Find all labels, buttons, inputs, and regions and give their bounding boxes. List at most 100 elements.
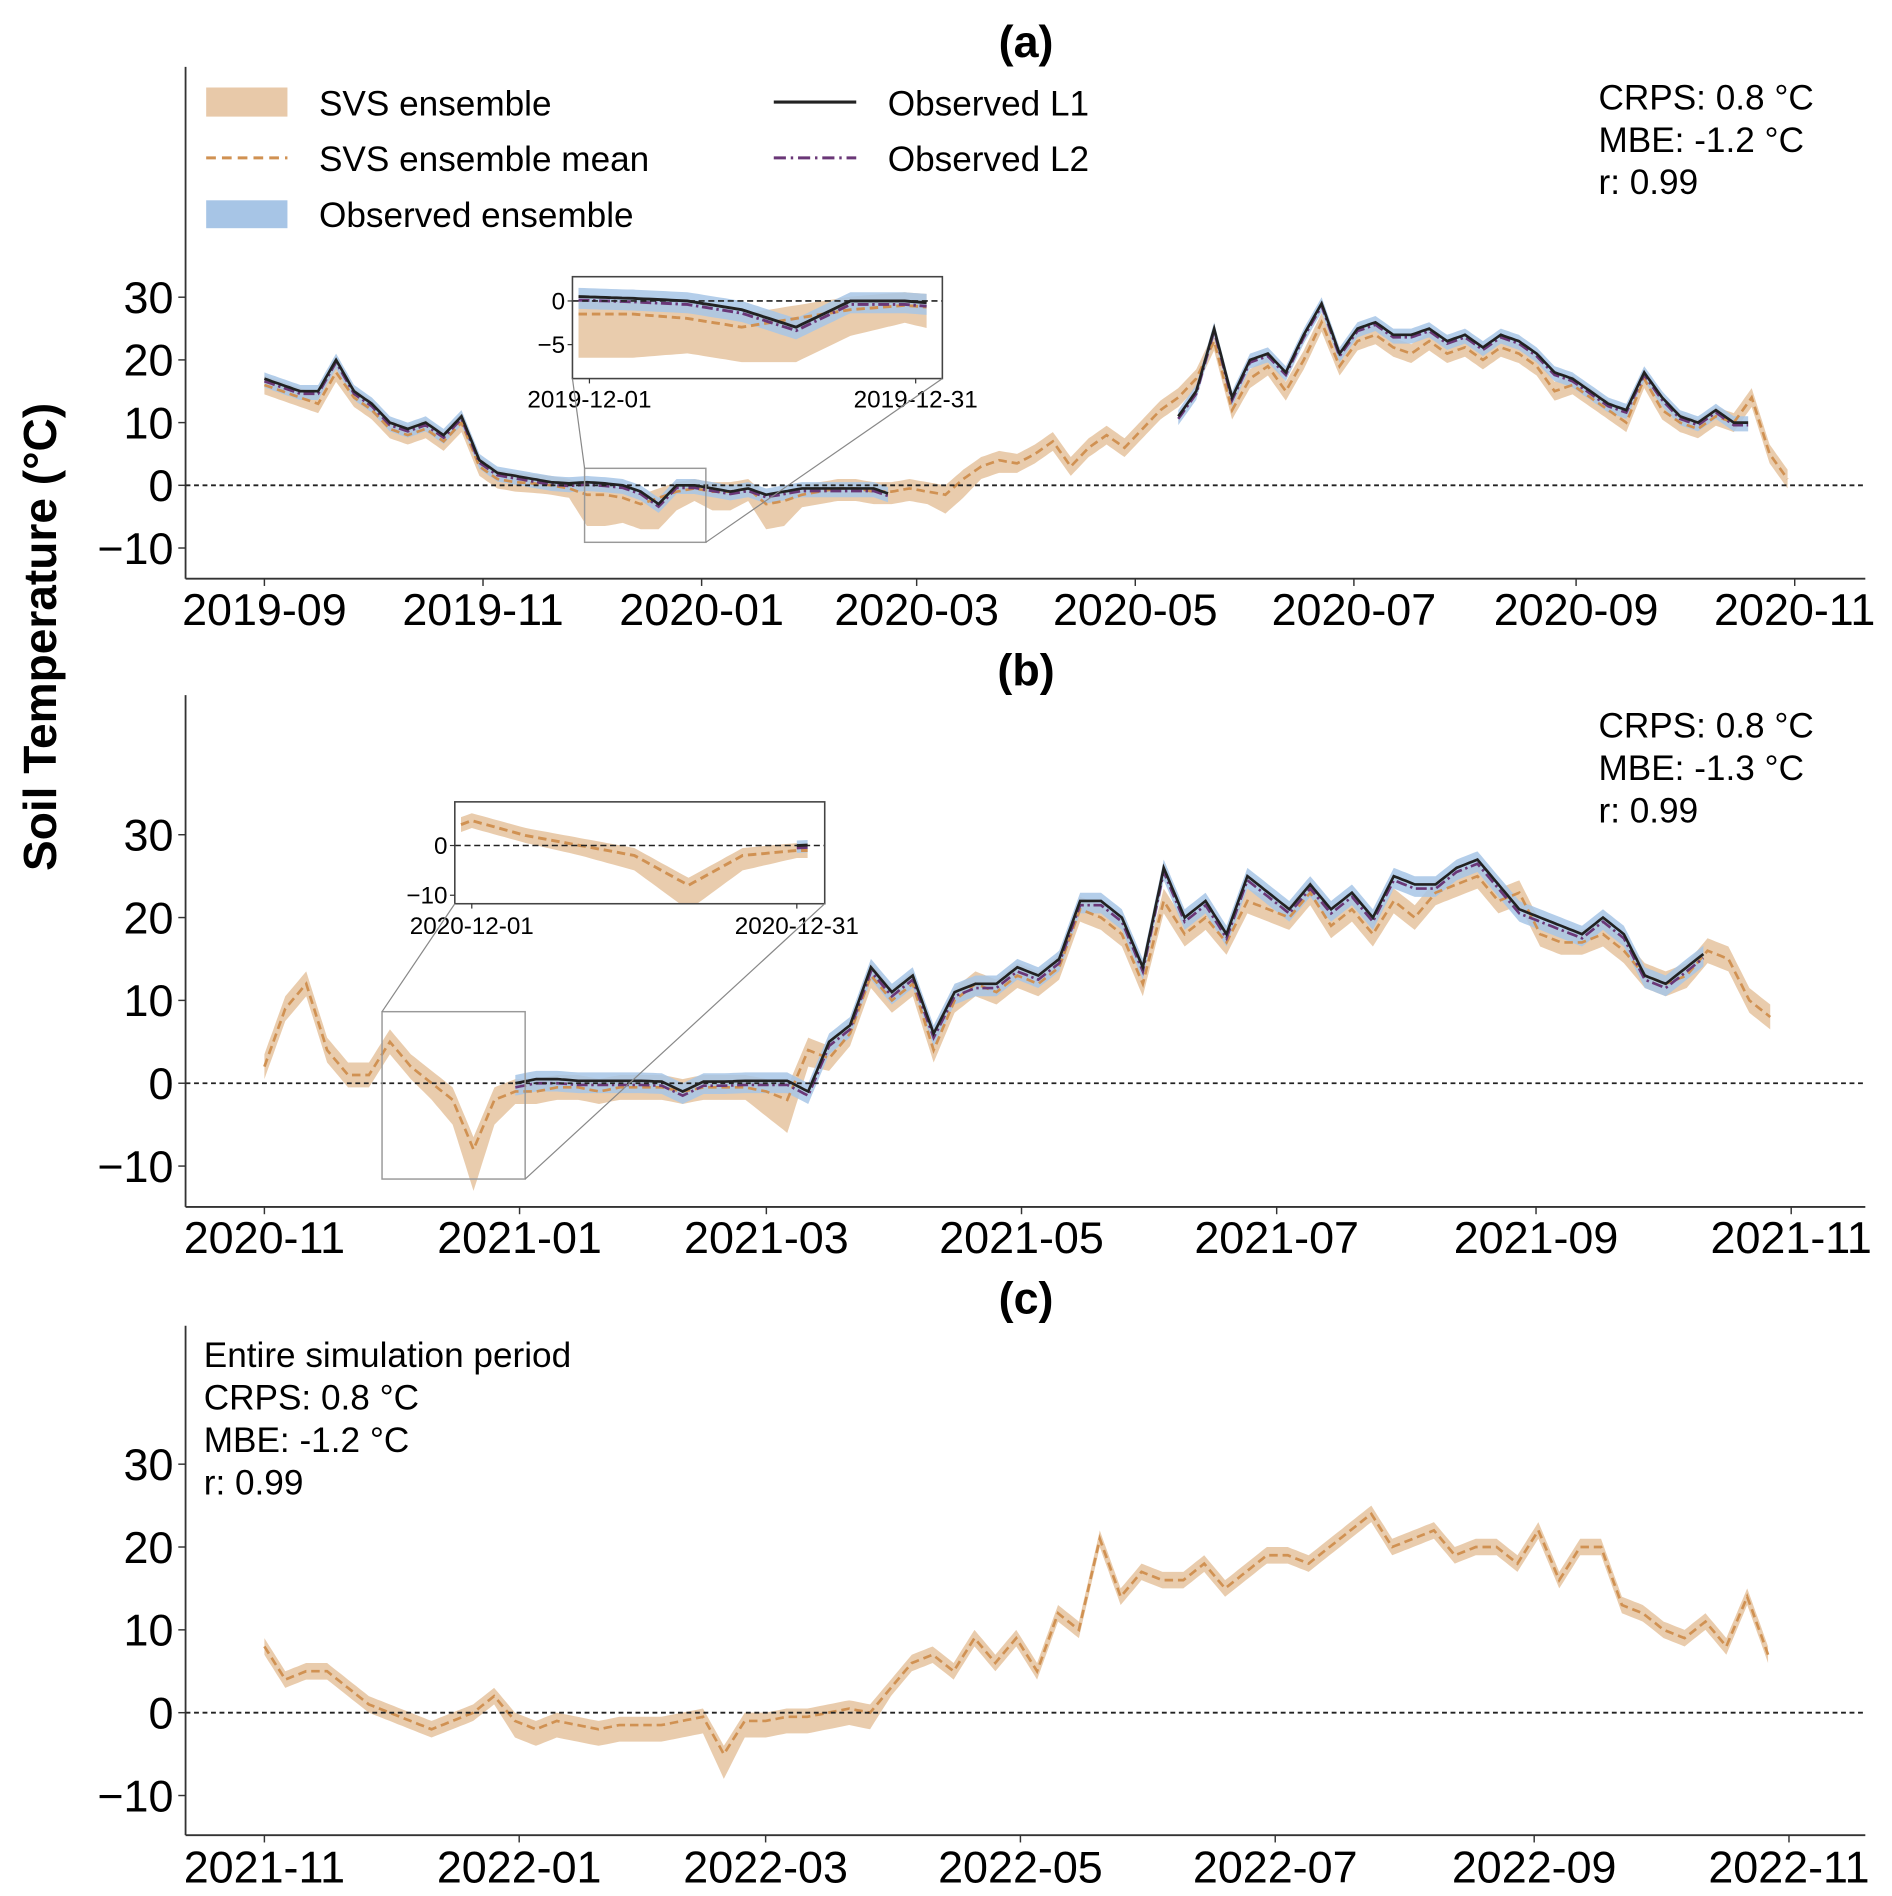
- zoom-connector-line: [524, 903, 826, 1180]
- panel-a: (a) SVS ensemble SVS ensemble mean Obser…: [97, 16, 1875, 635]
- main-svs-ensemble-mean-line: [263, 874, 1772, 1153]
- main-svs-ensemble-mean-line: [263, 319, 1789, 506]
- inset-y-tick-label: −10: [406, 883, 447, 910]
- y-tick-label: −10: [97, 1141, 173, 1192]
- inset-y-tick-label: 0: [552, 288, 566, 315]
- x-tick-label: 2022-03: [683, 1841, 848, 1892]
- stats-annotation: MBE: -1.3 °C: [1598, 749, 1804, 788]
- inset-frame: [571, 275, 944, 380]
- y-tick-label: 10: [124, 1605, 174, 1656]
- x-tick-label: 2020-03: [834, 584, 999, 635]
- x-tick-label: 2020-07: [1272, 584, 1437, 635]
- inset-x-tick-label: 2019-12-01: [527, 387, 651, 414]
- inset-plot-area: [454, 813, 825, 904]
- legend-obs-ensemble-swatch: [206, 200, 288, 229]
- inset-x-tick-label: 2020-12-01: [410, 913, 534, 940]
- y-tick-label: 0: [148, 460, 173, 511]
- legend-svs-mean-label: SVS ensemble mean: [319, 140, 649, 179]
- main-observed-l2-line: [1177, 302, 1749, 427]
- zoom-source-rectangle: [583, 467, 707, 544]
- inset-x-tick-label: 2019-12-31: [854, 387, 978, 414]
- legend: SVS ensemble SVS ensemble mean Observed …: [206, 84, 1089, 235]
- stats-annotation: CRPS: 0.8 °C: [1598, 707, 1813, 746]
- stats-annotation: CRPS: 0.8 °C: [204, 1378, 419, 1417]
- y-tick-label: −10: [97, 523, 173, 574]
- stats-annotation: MBE: -1.2 °C: [204, 1421, 410, 1460]
- x-tick-label: 2019-11: [402, 584, 563, 635]
- inset-y-tick-label: 0: [434, 833, 448, 860]
- stats-annotation: Entire simulation period: [204, 1336, 571, 1375]
- x-tick-label: 2022-07: [1193, 1841, 1358, 1892]
- y-tick-label: 0: [148, 1058, 173, 1109]
- x-tick-label: 2020-11: [1714, 584, 1875, 635]
- zoom-connector-line: [381, 903, 456, 1013]
- main-observed-l2-line: [515, 862, 1705, 1098]
- zoom-source-rectangle: [381, 1010, 526, 1180]
- inset-frame: [454, 801, 826, 905]
- stats-annotation: r: 0.99: [1598, 791, 1698, 830]
- main-observed-l1-line: [1177, 300, 1749, 425]
- x-tick-label: 2022-11: [1708, 1841, 1869, 1892]
- legend-svs-ensemble-swatch: [206, 87, 288, 117]
- main-svs-ensemble-band: [264, 312, 1788, 530]
- x-tick-label: 2021-11: [1711, 1212, 1872, 1263]
- main-svs-ensemble-mean-line: [263, 1511, 1770, 1757]
- y-tick-label: 0: [148, 1687, 173, 1738]
- y-tick-label: 10: [124, 397, 174, 448]
- main-observed-l1-line: [515, 857, 1705, 1094]
- panel-b-title: (b): [997, 644, 1054, 695]
- inset-zoom: 0 −10 2020-12-01 2020-12-31: [406, 801, 859, 940]
- main-obs-ensemble-band: [1178, 297, 1749, 432]
- stats-annotation: CRPS: 0.8 °C: [1598, 78, 1813, 117]
- x-tick-label: 2021-03: [684, 1212, 849, 1263]
- y-axis-label: Soil Temperature (°C): [14, 403, 66, 871]
- x-tick-label: 2020-11: [184, 1212, 345, 1263]
- legend-obs-l2-label: Observed L2: [888, 140, 1089, 179]
- x-tick-label: 2020-01: [619, 584, 784, 635]
- stats-annotation: r: 0.99: [204, 1463, 304, 1502]
- x-tick-label: 2020-09: [1494, 584, 1659, 635]
- legend-obs-l1-label: Observed L1: [888, 84, 1089, 123]
- y-tick-label: 10: [124, 975, 174, 1026]
- panel-a-title: (a): [999, 16, 1054, 67]
- inset-y-tick-label: −5: [538, 332, 566, 359]
- x-tick-label: 2021-01: [437, 1212, 602, 1263]
- main-obs-ensemble-band: [264, 353, 889, 513]
- main-observed-l2-line: [263, 359, 889, 509]
- main-observed-l1-line: [263, 357, 889, 506]
- y-tick-label: 20: [124, 892, 174, 943]
- inset-svs-ensemble-mean-line: [578, 303, 927, 329]
- panel-c-title: (c): [999, 1273, 1054, 1324]
- inset-svs-ensemble-band: [460, 813, 808, 904]
- y-tick-label: 20: [124, 1522, 174, 1573]
- stats-annotation: MBE: -1.2 °C: [1598, 121, 1804, 160]
- x-tick-label: 2022-05: [938, 1841, 1103, 1892]
- legend-obs-ensemble-label: Observed ensemble: [319, 196, 634, 235]
- y-tick-label: 30: [124, 1439, 174, 1490]
- x-tick-label: 2020-05: [1053, 584, 1218, 635]
- y-tick-label: 30: [124, 809, 174, 860]
- stats-annotation: r: 0.99: [1598, 163, 1698, 202]
- x-tick-label: 2022-01: [437, 1841, 602, 1892]
- inset-x-tick-label: 2020-12-31: [735, 913, 859, 940]
- legend-svs-ensemble-label: SVS ensemble: [319, 84, 552, 123]
- x-tick-label: 2021-05: [939, 1212, 1104, 1263]
- zoom-connector-line: [571, 378, 586, 469]
- inset-zoom: 0 −5 2019-12-01 2019-12-31: [527, 275, 978, 414]
- inset-observed-l2-line: [578, 298, 927, 333]
- y-tick-label: 30: [124, 272, 174, 323]
- y-tick-label: −10: [97, 1770, 173, 1821]
- y-tick-label: 20: [124, 335, 174, 386]
- zoom-connector-line: [705, 378, 943, 543]
- inset-svs-ensemble-mean-line: [460, 819, 808, 887]
- main-svs-ensemble-band: [264, 1505, 1769, 1779]
- x-tick-label: 2021-11: [184, 1841, 345, 1892]
- x-tick-label: 2021-09: [1454, 1212, 1619, 1263]
- x-tick-label: 2022-09: [1452, 1841, 1617, 1892]
- x-tick-label: 2021-07: [1194, 1212, 1359, 1263]
- inset-plot-area: [572, 287, 943, 363]
- x-tick-label: 2019-09: [182, 584, 347, 635]
